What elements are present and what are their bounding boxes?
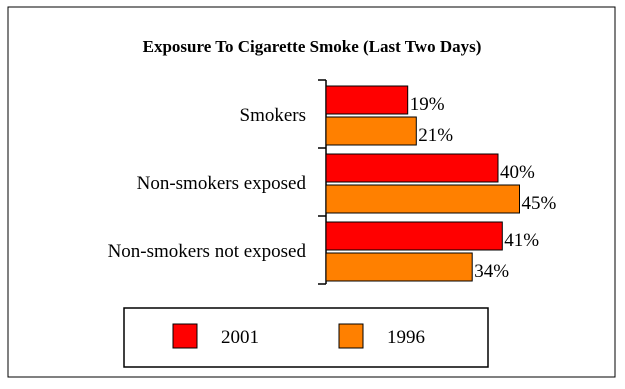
category-label: Non-smokers exposed	[137, 173, 307, 194]
data-label: 34%	[474, 261, 509, 282]
bars: 19% 21% 40% 45% 41% 34%	[325, 85, 557, 282]
bar-2001	[325, 221, 503, 251]
legend-swatch-1996	[338, 323, 364, 349]
bar-2001	[325, 85, 409, 115]
legend: 2001 1996	[123, 307, 489, 368]
data-label: 41%	[504, 230, 539, 251]
data-label: 21%	[418, 125, 453, 146]
legend-label: 1996	[387, 327, 425, 348]
category-label: Non-smokers not exposed	[108, 241, 307, 262]
chart-title: Exposure To Cigarette Smoke (Last Two Da…	[143, 37, 482, 56]
category-label: Smokers	[240, 105, 307, 126]
bar-1996	[325, 184, 520, 214]
bar-1996	[325, 252, 473, 282]
data-label: 19%	[410, 94, 445, 115]
bar-2001	[325, 153, 499, 183]
data-label: 40%	[500, 162, 535, 183]
legend-label: 2001	[221, 327, 259, 348]
legend-swatch-2001	[172, 323, 198, 349]
data-label: 45%	[522, 193, 557, 214]
category-labels: Smokers Non-smokers exposed Non-smokers no…	[108, 105, 307, 262]
bar-1996	[325, 116, 417, 146]
